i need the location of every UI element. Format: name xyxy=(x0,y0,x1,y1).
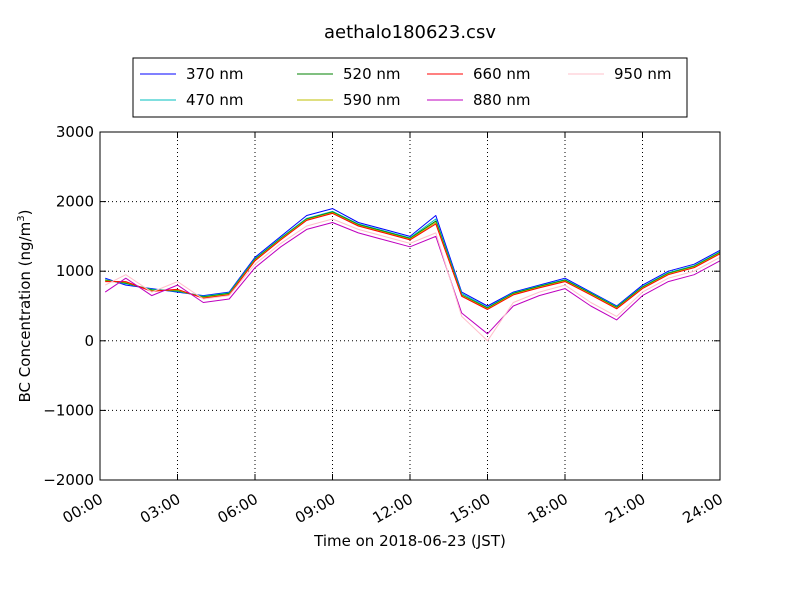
y-axis-label-end: ) xyxy=(16,210,34,216)
legend-label: 470 nm xyxy=(186,91,244,109)
y-tick-label: 0 xyxy=(84,332,94,350)
y-axis-label-main: BC Concentration (ng/m xyxy=(16,222,34,403)
series-line-7 xyxy=(104,218,721,342)
y-axis-label-superscript: 3 xyxy=(16,215,27,221)
x-tick-label: 06:00 xyxy=(215,490,261,527)
series-line-4 xyxy=(105,212,721,310)
x-axis: 00:00 03:00 06:00 09:00 12:00 15:00 18:00 21:00… xyxy=(60,132,726,527)
legend-label: 950 nm xyxy=(614,65,672,83)
x-tick-label: 21:00 xyxy=(602,490,648,527)
y-tick-label: −2000 xyxy=(43,471,94,489)
x-axis-label: Time on 2018-06-23 (JST) xyxy=(313,532,506,550)
series-line-1 xyxy=(105,208,721,307)
y-axis-label: BC Concentration (ng/m3) xyxy=(16,210,34,403)
legend-label: 370 nm xyxy=(186,65,244,83)
legend-label: 660 nm xyxy=(473,65,531,83)
chart-title: aethalo180623.csv xyxy=(324,22,496,43)
series-line-6 xyxy=(104,222,721,335)
x-tick-label: 24:00 xyxy=(680,490,726,527)
x-tick-label: 15:00 xyxy=(447,490,493,527)
x-tick-label: 00:00 xyxy=(60,490,106,527)
legend-frame xyxy=(132,57,688,118)
legend-label: 590 nm xyxy=(343,91,401,109)
y-tick-label: 2000 xyxy=(56,193,94,211)
series-line-2 xyxy=(105,210,721,308)
y-axis: −2000 −1000 0 1000 2000 3000 xyxy=(43,123,720,489)
legend-label: 880 nm xyxy=(473,91,531,109)
grid xyxy=(100,132,720,480)
x-tick-label: 03:00 xyxy=(137,490,183,527)
series-line-5 xyxy=(105,212,721,310)
legend-label: 520 nm xyxy=(343,65,401,83)
series-group xyxy=(104,208,721,342)
y-tick-label: 3000 xyxy=(56,123,94,141)
x-tick-label: 09:00 xyxy=(292,490,338,527)
y-tick-label: −1000 xyxy=(43,401,94,419)
series-line-3 xyxy=(105,211,721,309)
y-tick-label: 1000 xyxy=(56,262,94,280)
legend: 370 nm 470 nm 520 nm 590 nm 660 nm 880 nm 950 … xyxy=(132,57,688,118)
x-tick-label: 18:00 xyxy=(525,490,571,527)
x-tick-label: 12:00 xyxy=(370,490,416,527)
